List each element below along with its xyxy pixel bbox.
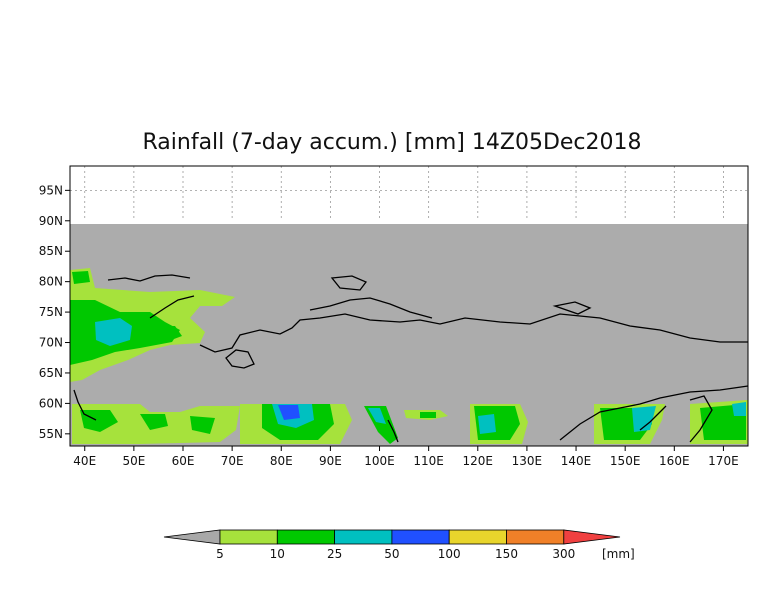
lon-tick-label: 160E xyxy=(659,454,690,468)
legend-unit: [mm] xyxy=(602,547,635,561)
coastline-okhotsk xyxy=(639,405,667,431)
lon-tick-label: 130E xyxy=(512,454,543,468)
rain-patch-kara-green xyxy=(150,326,182,342)
rain-patch-central-cyan xyxy=(368,408,386,424)
legend-break-label: 300 xyxy=(552,547,575,561)
legend-swatch xyxy=(219,529,278,545)
lon-tick-label: 80E xyxy=(270,454,293,468)
lon-tick-label: 140E xyxy=(561,454,592,468)
coastline-kamchatka xyxy=(689,395,713,443)
lon-tick-label: 50E xyxy=(122,454,145,468)
legend-break-label: 5 xyxy=(216,547,224,561)
lon-tick-label: 60E xyxy=(172,454,195,468)
legend-break-label: 50 xyxy=(384,547,399,561)
rain-patch-central-green-2 xyxy=(420,412,436,418)
rain-patch-barents-cyan xyxy=(95,318,132,346)
coastline-southwest xyxy=(73,389,97,421)
lon-tick-label: 40E xyxy=(73,454,96,468)
legend-break-label: 10 xyxy=(270,547,285,561)
lat-tick-label: 90N xyxy=(39,214,63,228)
legend-break-label: 150 xyxy=(495,547,518,561)
legend-swatch xyxy=(391,529,450,545)
coastline-new-siberian xyxy=(552,301,592,315)
coastline-east xyxy=(559,385,749,441)
coastline-novaya-zemlya xyxy=(149,295,195,319)
legend-break-label: 25 xyxy=(327,547,342,561)
rain-patch-east-cyan xyxy=(632,406,656,432)
legend-swatch xyxy=(334,529,393,545)
coastline-franz-josef xyxy=(107,274,191,282)
lat-tick-label: 85N xyxy=(39,244,63,258)
latitude-axis: 95N 90N 85N 80N 75N 70N 65N 60N 55N xyxy=(39,183,70,441)
map-title: Rainfall (7-day accum.) [mm] 14Z05Dec201… xyxy=(142,130,642,155)
color-legend: 5 10 25 50 100 150 300 [mm] xyxy=(163,529,635,561)
lon-tick-label: 90E xyxy=(319,454,342,468)
legend-break-label: 100 xyxy=(438,547,461,561)
coastline-severnaya xyxy=(330,275,368,291)
lat-tick-label: 55N xyxy=(39,427,63,441)
lat-tick-label: 75N xyxy=(39,305,63,319)
lon-tick-label: 150E xyxy=(610,454,641,468)
longitude-axis: 40E 50E 60E 70E 80E 90E 100E 110E 120E 130E 140E 15… xyxy=(73,446,739,468)
lon-tick-label: 70E xyxy=(221,454,244,468)
lon-tick-label: 100E xyxy=(364,454,395,468)
map-frame xyxy=(69,165,749,447)
legend-swatch xyxy=(506,529,565,545)
coastline-yamal xyxy=(225,349,255,369)
rain-patch-baikal-cyan xyxy=(478,414,496,434)
legend-arrow-high xyxy=(563,529,621,545)
rain-patch-svalbard xyxy=(72,271,90,284)
lon-tick-label: 120E xyxy=(463,454,494,468)
rain-patch-south-west-green xyxy=(80,410,215,434)
coastline-taymyr xyxy=(309,297,433,319)
lat-tick-label: 70N xyxy=(39,336,63,350)
lat-tick-label: 65N xyxy=(39,366,63,380)
grid-lines xyxy=(70,166,748,221)
coastline-arctic xyxy=(199,313,748,353)
legend-arrow-low xyxy=(163,529,221,545)
lat-tick-label: 80N xyxy=(39,275,63,289)
legend-swatch xyxy=(448,529,507,545)
coastline-baikal xyxy=(387,419,399,443)
rain-patch-kamchatka-cyan xyxy=(732,402,746,416)
coastlines xyxy=(73,274,749,443)
lon-tick-label: 170E xyxy=(708,454,739,468)
lat-tick-label: 95N xyxy=(39,183,63,197)
rain-patch-siberia-blue xyxy=(278,405,300,420)
lat-tick-label: 60N xyxy=(39,396,63,410)
legend-swatch xyxy=(276,529,335,545)
lon-tick-label: 110E xyxy=(413,454,444,468)
